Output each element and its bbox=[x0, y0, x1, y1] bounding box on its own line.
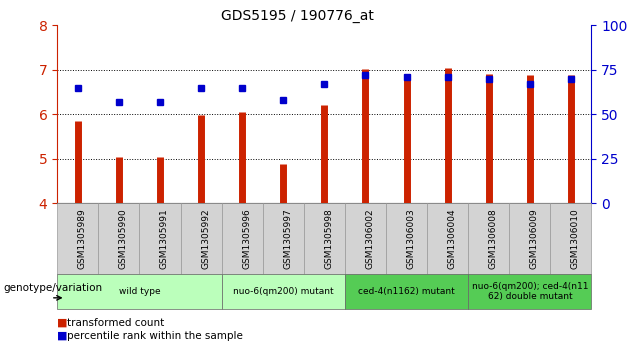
Text: transformed count: transformed count bbox=[67, 318, 164, 328]
Text: GSM1305990: GSM1305990 bbox=[119, 208, 128, 269]
Text: GSM1305989: GSM1305989 bbox=[78, 208, 86, 269]
Text: GSM1306010: GSM1306010 bbox=[571, 208, 580, 269]
Text: ced-4(n1162) mutant: ced-4(n1162) mutant bbox=[358, 287, 455, 296]
Text: GSM1305991: GSM1305991 bbox=[160, 208, 169, 269]
Text: wild type: wild type bbox=[119, 287, 160, 296]
Text: nuo-6(qm200); ced-4(n11
62) double mutant: nuo-6(qm200); ced-4(n11 62) double mutan… bbox=[471, 282, 588, 301]
Text: GSM1306004: GSM1306004 bbox=[448, 208, 457, 269]
Text: GSM1305997: GSM1305997 bbox=[283, 208, 293, 269]
Text: nuo-6(qm200) mutant: nuo-6(qm200) mutant bbox=[233, 287, 333, 296]
Text: percentile rank within the sample: percentile rank within the sample bbox=[67, 331, 243, 341]
Text: GSM1306002: GSM1306002 bbox=[366, 208, 375, 269]
Text: GSM1305998: GSM1305998 bbox=[324, 208, 333, 269]
Text: ■: ■ bbox=[57, 331, 68, 341]
Text: ■: ■ bbox=[57, 318, 68, 328]
Text: GSM1305992: GSM1305992 bbox=[201, 208, 210, 269]
Text: genotype/variation: genotype/variation bbox=[3, 283, 102, 293]
Text: GSM1306008: GSM1306008 bbox=[488, 208, 498, 269]
Text: GSM1306009: GSM1306009 bbox=[530, 208, 539, 269]
Text: GSM1306003: GSM1306003 bbox=[406, 208, 415, 269]
Text: GSM1305996: GSM1305996 bbox=[242, 208, 251, 269]
Title: GDS5195 / 190776_at: GDS5195 / 190776_at bbox=[221, 9, 374, 23]
